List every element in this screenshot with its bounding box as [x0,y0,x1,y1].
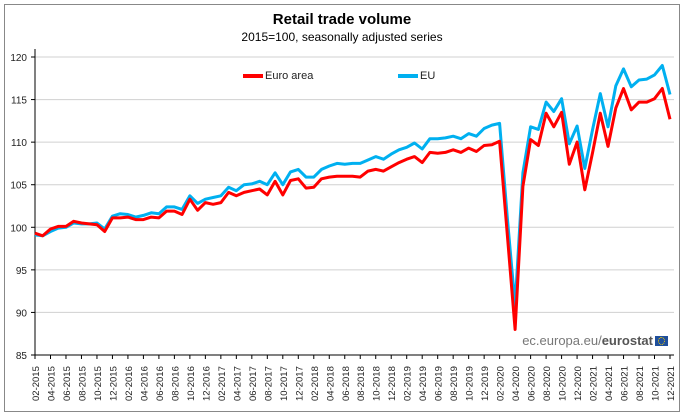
x-tick-label: 04-2015 [46,366,57,401]
series-line-euro-area [34,87,672,331]
x-tick-label: 02-2018 [310,366,321,401]
x-tick-label: 08-2021 [635,366,646,401]
x-tick-label: 02-2017 [217,366,228,401]
x-tick-label: 10-2020 [558,366,569,401]
x-tick-label: 10-2018 [372,366,383,401]
x-tick-label: 12-2018 [387,366,398,401]
x-tick-label: 04-2021 [604,366,615,401]
x-tick-label: 04-2020 [511,366,522,401]
x-tick-label: 10-2019 [465,366,476,401]
x-tick-label: 10-2015 [93,366,104,401]
x-tick-label: 02-2020 [496,366,507,401]
x-tick-label: 10-2021 [651,366,662,401]
x-tick-label: 08-2020 [542,366,553,401]
x-tick-label: 08-2015 [77,366,88,401]
x-tick-label: 08-2016 [170,366,181,401]
x-tick-label: 06-2020 [527,366,538,401]
legend-item-eu: EU [398,70,435,82]
x-tick-label: 04-2017 [232,366,243,401]
legend-item-euro-area: Euro area [243,70,313,82]
series-line-eu [34,64,672,308]
chart-title: Retail trade volume [272,11,412,28]
x-tick-label: 12-2021 [666,366,677,401]
x-tick-label: 06-2016 [155,366,166,401]
chart-frame [4,4,680,412]
x-tick-label: 08-2019 [449,366,460,401]
x-tick-label: 04-2016 [139,366,150,401]
legend-label-eu: EU [420,70,436,82]
x-tick-label: 02-2015 [31,366,42,401]
x-tick-label: 12-2019 [480,366,491,401]
legend-label-euro-area: Euro area [265,70,314,82]
legend-swatch-eu [398,74,418,78]
x-tick-label: 02-2019 [403,366,414,401]
y-tick-label: 120 [10,53,27,64]
x-tick-label: 06-2019 [434,366,445,401]
chart-subtitle: 2015=100, seasonally adjusted series [241,30,443,44]
x-tick-label: 06-2018 [341,366,352,401]
x-tick-label: 04-2018 [325,366,336,401]
y-tick-label: 115 [11,96,27,107]
eu-flag-icon [655,335,668,346]
x-tick-label: 12-2020 [573,366,584,401]
x-tick-label: 06-2021 [620,366,631,401]
x-tick-label: 02-2021 [589,366,600,401]
x-tick-label: 10-2017 [279,366,290,401]
x-tick-label: 08-2018 [356,366,367,401]
x-tick-label: 02-2016 [124,366,135,401]
x-tick-label: 06-2017 [248,366,259,401]
source-brand: eurostat [601,333,653,348]
x-tick-label: 06-2015 [62,366,73,401]
source-domain: ec.europa.eu/ [522,333,602,348]
y-tick-label: 110 [11,138,27,149]
x-tick-label: 12-2016 [201,366,212,401]
y-tick-label: 105 [10,181,27,192]
legend-swatch-euro-area [243,74,263,78]
y-tick-label: 90 [16,308,28,319]
x-tick-label: 04-2019 [418,366,429,401]
x-tick-label: 10-2016 [186,366,197,401]
eurostat-logo: ec.europa.eu/eurostat [522,333,668,348]
x-tick-label: 12-2015 [108,366,119,401]
x-tick-label: 12-2017 [294,366,305,401]
y-tick-label: 95 [16,266,28,277]
y-tick-label: 100 [10,223,27,234]
x-tick-label: 08-2017 [263,366,274,401]
y-tick-label: 85 [16,351,28,362]
